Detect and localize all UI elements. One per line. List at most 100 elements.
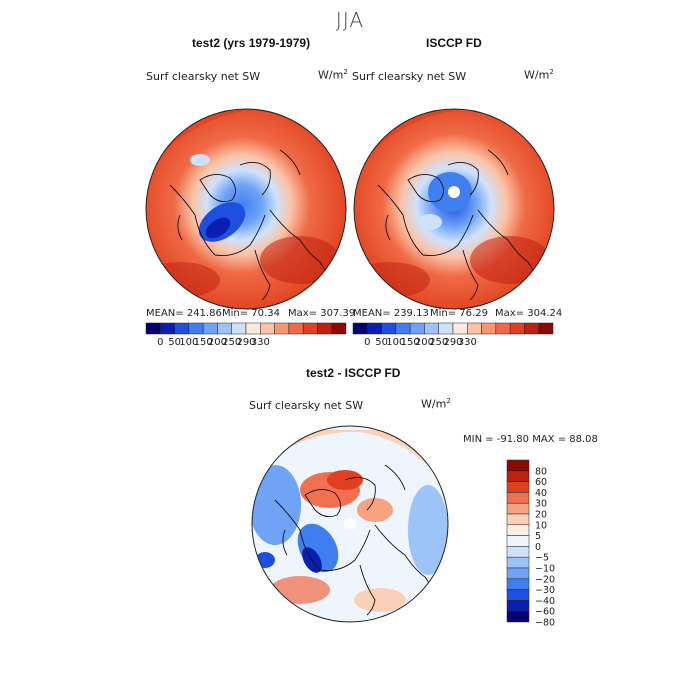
colorbar2-swatch (538, 322, 554, 335)
map1-field (146, 109, 346, 309)
colorbar1-tick-label: 290 (236, 337, 255, 348)
colorbar3-swatch (506, 524, 530, 536)
colorbar3-tick-label: −5 (535, 553, 549, 564)
panel3-units: W/m2 (421, 397, 451, 411)
map1-boundary (145, 108, 347, 310)
colorbar1-tick-label: 100 (179, 337, 198, 348)
colorbar2-tick-label: 100 (386, 337, 405, 348)
colorbar2-tick-label: 150 (401, 337, 420, 348)
panel1-variable-label: Surf clearsky net SW (146, 70, 261, 83)
colorbar3-swatch (506, 502, 530, 515)
colorbar1-tick-label: 150 (194, 337, 213, 348)
colorbar3-tick-label: −80 (535, 618, 555, 629)
colorbar3-tick-label: 0 (535, 542, 541, 553)
colorbar2-tick-label: 330 (458, 337, 477, 348)
colorbar3-tick-label: −60 (535, 607, 555, 618)
panel2-title: ISCCP FD (426, 36, 482, 50)
colorbar2-swatch (395, 322, 411, 335)
colorbar2-swatch (524, 322, 539, 335)
colorbar1-swatch (288, 322, 304, 335)
colorbar1-swatch (174, 322, 190, 335)
colorbar1-swatch (302, 322, 318, 335)
colorbar2-swatch (438, 322, 454, 335)
colorbar3-swatch (506, 610, 530, 623)
colorbar3-swatch (506, 600, 530, 612)
colorbar3-tick-label: 10 (535, 520, 547, 531)
colorbar1-swatch (260, 322, 275, 335)
panel2-units-exp: 2 (549, 68, 554, 76)
panel3-variable-label: Surf clearsky net SW (249, 399, 364, 412)
colorbar2-tick-label: 50 (375, 337, 388, 348)
colorbar1-swatch (245, 322, 261, 335)
colorbar1-swatch (217, 322, 232, 335)
colorbar1-tick-label: 50 (168, 337, 181, 348)
colorbar2-swatch (352, 322, 368, 335)
colorbar1-swatch (160, 322, 175, 335)
panel1-min: Min= 70.34 (222, 308, 280, 319)
colorbar1-tick-label: 250 (222, 337, 241, 348)
panel2-units: W/m2 (524, 68, 554, 82)
colorbar2-swatch (381, 322, 397, 335)
colorbar1-swatch (202, 322, 218, 335)
map3-pole-missing (344, 518, 356, 530)
colorbar2-swatch (452, 322, 468, 335)
colorbar2-tick-label: 0 (364, 337, 370, 348)
colorbar2-swatch (467, 322, 482, 335)
colorbar3-swatch (506, 567, 530, 580)
colorbar3-tick-label: 60 (535, 477, 547, 488)
colorbar1-swatch (231, 322, 247, 335)
panel1-title: test2 (yrs 1979-1979) (192, 36, 311, 50)
colorbar2-swatch (424, 322, 439, 335)
colorbar3-swatch (506, 546, 530, 558)
colorbar3-swatch (506, 513, 530, 526)
panel2-max: Max= 304.24 (495, 308, 563, 319)
colorbar2-tick-label: 290 (443, 337, 462, 348)
colorbar3-tick-label: −30 (535, 585, 555, 596)
colorbar3-tick-label: 5 (535, 531, 541, 542)
panel3-minmax: MIN = -91.80 MAX = 88.08 (463, 434, 598, 445)
colorbar2-tick-label: 200 (415, 337, 434, 348)
colorbar3-swatch (506, 535, 530, 547)
panel2-units-base: W/m (524, 68, 550, 82)
colorbar3-swatch (506, 578, 530, 590)
colorbar3-tick-label: −20 (535, 574, 555, 585)
map3-field (252, 426, 448, 622)
colorbar2-swatch (495, 322, 511, 335)
colorbar1-tick-label: 0 (157, 337, 163, 348)
colorbar2-swatch (481, 322, 497, 335)
colorbar1-swatch (331, 322, 347, 335)
panel3-units-base: W/m (421, 397, 447, 411)
colorbar2-tick-label: 250 (429, 337, 448, 348)
panel3-units-exp: 2 (446, 397, 451, 405)
map2-field (354, 109, 554, 309)
colorbar3-tick-label: 40 (535, 488, 547, 499)
colorbar3-tick-label: 80 (535, 466, 547, 477)
panel2-mean: MEAN= 239.13 (353, 308, 429, 319)
colorbar2-swatch (367, 322, 382, 335)
map2-boundary (353, 108, 555, 310)
colorbar3-swatch (506, 492, 530, 504)
colorbar3-tick-label: 20 (535, 510, 547, 521)
colorbar1-tick-label: 330 (251, 337, 270, 348)
colorbar2-swatch (509, 322, 525, 335)
panel2-min: Min= 76.29 (430, 308, 488, 319)
panel1-max: Max= 307.39 (288, 308, 356, 319)
panel1-units-base: W/m (318, 68, 344, 82)
colorbar1-swatch (145, 322, 161, 335)
colorbar1-swatch (188, 322, 204, 335)
colorbar3-swatch (506, 470, 530, 482)
colorbar3-tick-label: 30 (535, 499, 547, 510)
panel1-units-exp: 2 (343, 68, 348, 76)
panel1-mean: MEAN= 241.86 (146, 308, 222, 319)
colorbar1-swatch (274, 322, 290, 335)
colorbar1-tick-label: 200 (208, 337, 227, 348)
colorbar3-swatch (506, 459, 530, 472)
colorbar3-swatch (506, 589, 530, 601)
map2-coastlines (377, 149, 536, 301)
map2-pole-missing (448, 186, 460, 198)
colorbar3-swatch (506, 481, 530, 493)
colorbar3-swatch (506, 556, 530, 569)
